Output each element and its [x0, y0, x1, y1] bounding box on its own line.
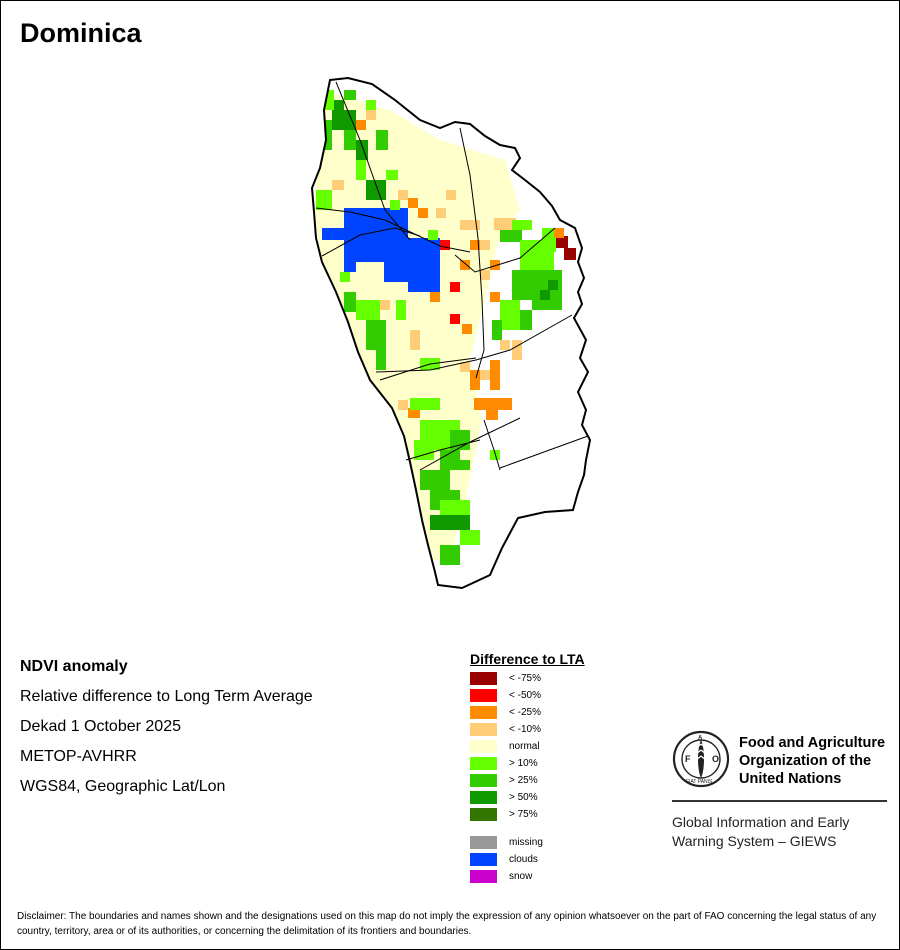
- legend-swatch: [470, 723, 497, 736]
- legend-label: < -25%: [509, 707, 541, 718]
- parish-boundaries: [315, 81, 589, 471]
- legend-label: > 50%: [509, 792, 538, 803]
- legend-title: Difference to LTA: [470, 651, 585, 667]
- legend-swatch: [470, 870, 497, 883]
- sensor-label: METOP-AVHRR: [20, 748, 137, 765]
- period-label: Dekad 1 October 2025: [20, 718, 181, 735]
- disclaimer: Disclaimer: The boundaries and names sho…: [17, 911, 877, 937]
- legend-label: > 10%: [509, 758, 538, 769]
- cloud-cover: [322, 208, 440, 292]
- svg-text:F: F: [685, 754, 691, 764]
- legend-swatch: [470, 774, 497, 787]
- legend-label: missing: [509, 837, 543, 848]
- legend-swatch: [470, 672, 497, 685]
- legend-swatch: [470, 689, 497, 702]
- legend-label: < -50%: [509, 690, 541, 701]
- fao-logo: F O A FIAT PANIS: [672, 730, 730, 788]
- legend-label: < -10%: [509, 724, 541, 735]
- legend-label: > 25%: [509, 775, 538, 786]
- island-outline: [310, 76, 592, 590]
- legend-label: > 75%: [509, 809, 538, 820]
- legend-swatch: [470, 740, 497, 753]
- legend-swatch: [470, 706, 497, 719]
- ndvi-anomaly-map: [310, 76, 592, 590]
- legend-swatch: [470, 836, 497, 849]
- legend-swatch: [470, 853, 497, 866]
- map-title: Dominica: [20, 18, 142, 48]
- product-label: NDVI anomaly: [20, 658, 128, 675]
- organization-name: Food and Agriculture Organization of the…: [739, 735, 886, 787]
- projection-label: WGS84, Geographic Lat/Lon: [20, 778, 226, 795]
- legend-label: snow: [509, 871, 533, 882]
- legend-label: clouds: [509, 854, 538, 865]
- legend-label: normal: [509, 741, 540, 752]
- description-label: Relative difference to Long Term Average: [20, 688, 313, 705]
- legend-swatch: [470, 808, 497, 821]
- legend-label: < -75%: [509, 673, 541, 684]
- legend-swatch: [470, 757, 497, 770]
- giews-label: Global Information and Early Warning Sys…: [672, 814, 850, 849]
- svg-text:A: A: [698, 736, 703, 742]
- legend-swatch: [470, 791, 497, 804]
- svg-text:FIAT PANIS: FIAT PANIS: [686, 779, 713, 785]
- organization-divider: [672, 800, 887, 802]
- svg-text:O: O: [712, 754, 719, 764]
